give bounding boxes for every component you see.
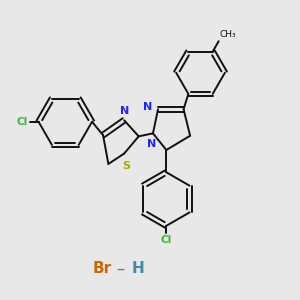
- Text: H: H: [132, 261, 145, 276]
- Text: CH₃: CH₃: [219, 30, 236, 39]
- Text: N: N: [143, 102, 152, 112]
- Text: Br: Br: [93, 261, 112, 276]
- Text: N: N: [147, 139, 156, 149]
- Text: N: N: [120, 106, 129, 116]
- Text: Cl: Cl: [17, 117, 28, 127]
- Text: Cl: Cl: [161, 235, 172, 245]
- Text: S: S: [122, 161, 130, 171]
- Text: –: –: [116, 260, 124, 278]
